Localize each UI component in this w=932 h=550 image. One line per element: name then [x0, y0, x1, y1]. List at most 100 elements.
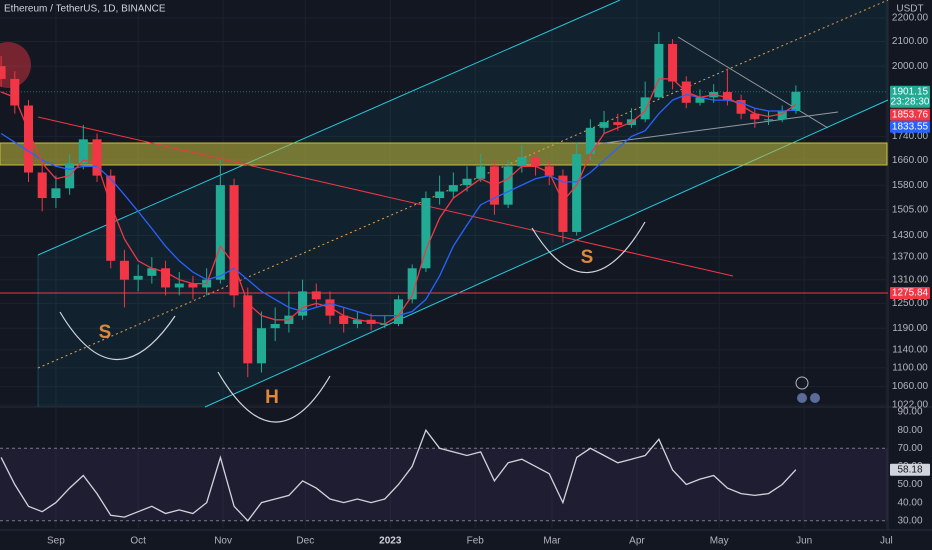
rsi-tick-label: 90.00 [897, 407, 922, 418]
y-tick-label: 1140.00 [892, 345, 928, 356]
candle-body [298, 291, 308, 316]
candle-body [119, 260, 129, 280]
candle-body [585, 127, 595, 155]
x-tick-label: Feb [467, 536, 485, 547]
rsi-badge: 58.18 [890, 463, 930, 476]
badge-bg [890, 85, 930, 108]
candle-body [599, 122, 609, 128]
candle-body [243, 295, 253, 364]
pattern-arc [59, 311, 176, 361]
trend-line [37, 116, 734, 277]
ma-badge-text: 1833.55 [892, 121, 929, 132]
y-tick-label: 1740.00 [892, 131, 929, 142]
x-tick-label: Jun [796, 536, 812, 547]
candle-body [613, 122, 623, 125]
candle-body [640, 97, 650, 120]
candle-body [78, 139, 88, 164]
rsi-tick-label: 50.00 [897, 479, 922, 490]
candle-body [435, 191, 445, 199]
x-tick-label: May [710, 536, 729, 547]
x-tick-label: Apr [629, 536, 645, 547]
candle-body [188, 283, 198, 288]
rsi-band [0, 448, 888, 521]
rsi-tick-label: 80.00 [897, 425, 922, 436]
supply-zone [0, 142, 888, 166]
highlight-circle [0, 42, 31, 88]
level-badge: 1275.84 [890, 287, 930, 300]
candle-body [352, 319, 362, 324]
candle-body [503, 166, 513, 205]
candle-body [668, 43, 678, 82]
level-badge-text: 1275.84 [892, 288, 929, 299]
x-tick-label: Sep [47, 536, 65, 547]
y-tick-label: 1580.00 [892, 180, 929, 191]
candle-body [572, 154, 582, 232]
y-tick-label: 1250.00 [892, 298, 929, 309]
candle-body [722, 92, 732, 101]
countdown: 23:28:30 [891, 96, 930, 107]
badge-bg [890, 463, 930, 476]
candle-body [147, 268, 157, 276]
y-tick-label: 2100.00 [892, 36, 929, 47]
rsi-tick-label: 30.00 [897, 515, 922, 526]
pattern-arc [531, 221, 646, 274]
candle-body [750, 113, 760, 120]
candle-body [763, 119, 774, 121]
chart-title: Ethereum / TetherUS, 1D, BINANCE [4, 4, 166, 15]
candle-body [23, 105, 34, 173]
rsi-line [0, 428, 797, 522]
channel-upper [37, 0, 621, 256]
candle-body [0, 66, 6, 79]
x-tick-label: Oct [130, 536, 146, 547]
candle-body [462, 178, 472, 186]
x-tick-label: 2023 [379, 536, 402, 547]
price-badge-text: 1901.15 [892, 86, 929, 97]
candle-body [339, 315, 349, 324]
ma-badge: 1853.76 [890, 108, 930, 121]
y-tick-label: 1310.00 [892, 274, 929, 285]
triangle-upper [677, 36, 829, 129]
y-tick-label: 2200.00 [892, 13, 929, 24]
y-tick-label: 1370.00 [892, 252, 929, 263]
candle-body [215, 185, 225, 280]
y-tick-label: 2000.00 [892, 61, 929, 72]
y-tick-label: 1660.00 [892, 155, 929, 166]
candle-body [256, 328, 266, 364]
candle-body [736, 100, 746, 114]
candle-body [161, 268, 171, 288]
badge-bg [890, 287, 930, 300]
pattern-arc [217, 371, 331, 423]
event-icon[interactable] [795, 376, 809, 390]
channel-mid [37, 0, 889, 369]
candle-body [51, 188, 61, 199]
candle-body [229, 185, 239, 296]
rsi-tick-label: 70.00 [897, 443, 922, 454]
pattern-label: S [581, 247, 594, 268]
moving-average [0, 78, 797, 325]
event-icon[interactable] [797, 393, 807, 403]
candle-body [517, 157, 527, 167]
candle-body [106, 175, 116, 261]
candle-body [777, 110, 787, 120]
y-tick-label: 1060.00 [892, 381, 929, 392]
candle-body [37, 172, 47, 199]
badge-bg [890, 108, 930, 121]
ma-badge: 1833.55 [890, 120, 930, 133]
badge-bg [890, 120, 930, 133]
rsi-tick-label: 40.00 [897, 497, 922, 508]
ma-badge-text: 1853.76 [892, 109, 929, 120]
y-tick-label: 1100.00 [892, 363, 928, 374]
candle-body [393, 299, 404, 324]
x-tick-label: Dec [296, 536, 314, 547]
y-tick-label: 1190.00 [892, 323, 928, 334]
rsi-badge-text: 58.18 [897, 464, 922, 475]
candle-body [695, 97, 705, 103]
y-tick-label: 1022.00 [892, 400, 929, 411]
candle-body [558, 175, 568, 232]
candle-body [407, 268, 417, 300]
event-icon[interactable] [810, 393, 820, 403]
candle-body [531, 157, 541, 167]
x-tick-label: Nov [214, 536, 232, 547]
